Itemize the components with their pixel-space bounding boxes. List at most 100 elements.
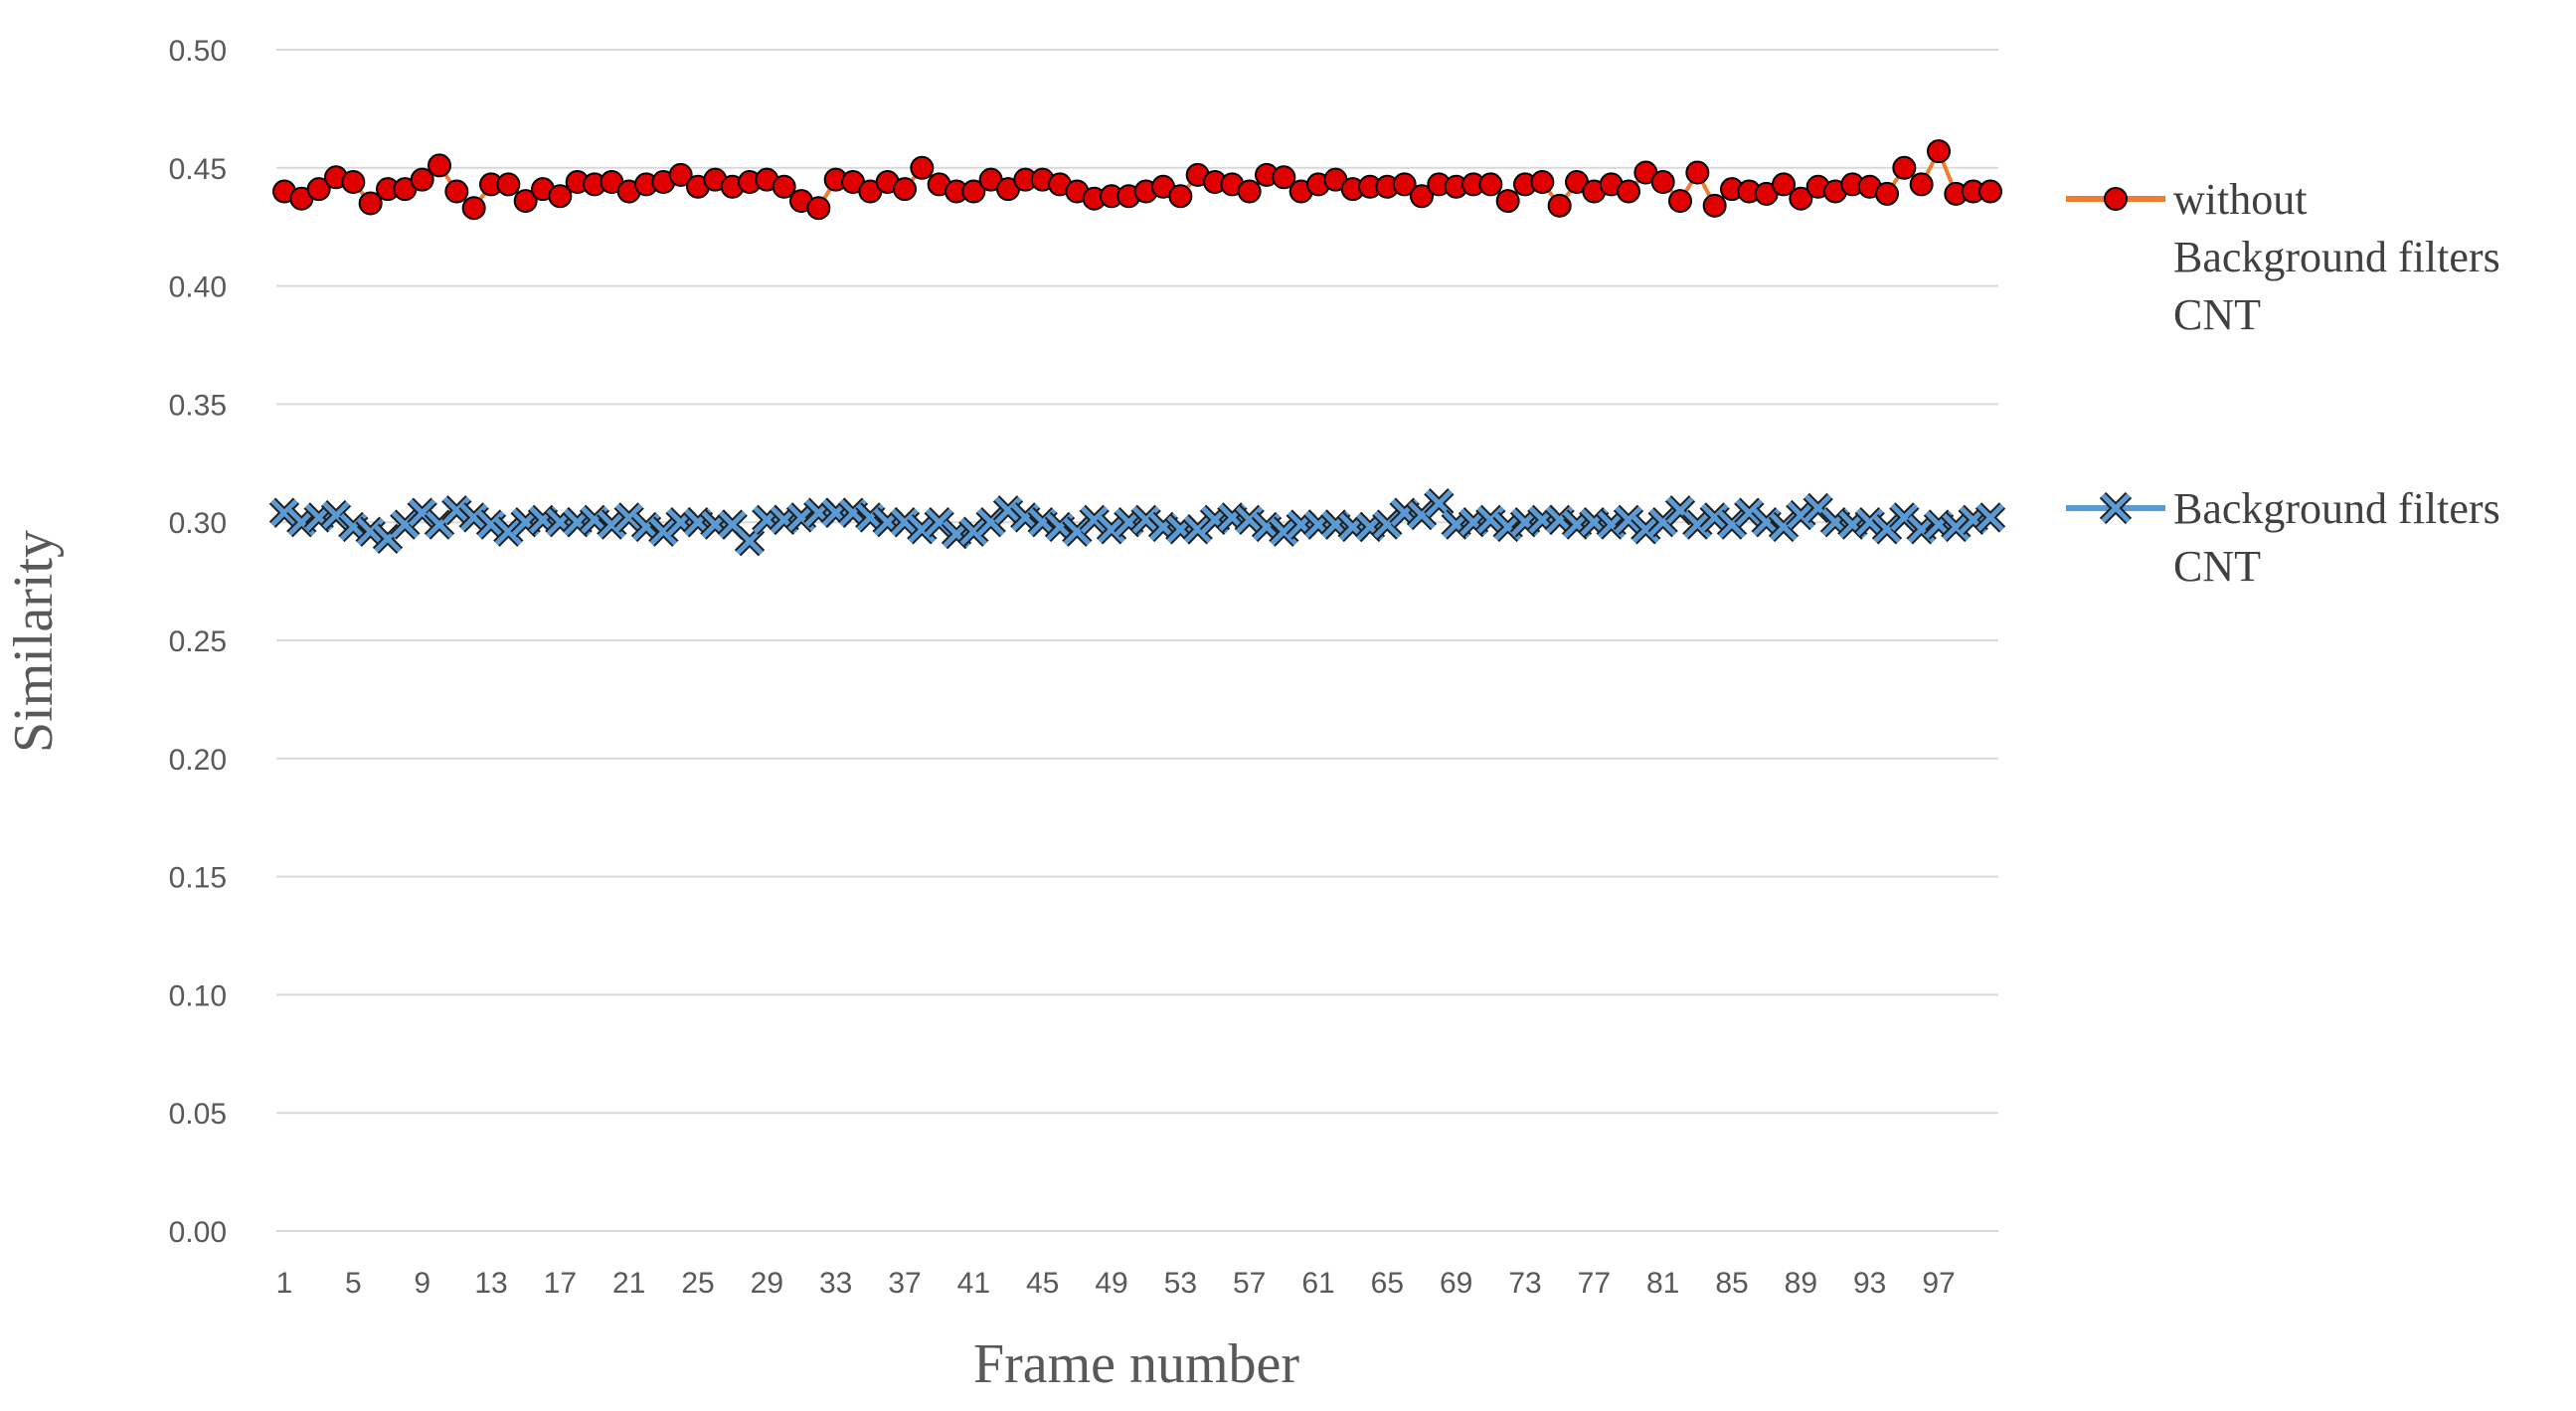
x-axis-title: Frame number <box>973 1333 1299 1395</box>
data-point-fill <box>1735 498 1764 527</box>
y-tick-label: 0.25 <box>169 625 227 658</box>
x-tick-label: 61 <box>1301 1267 1334 1300</box>
data-point <box>1875 181 1899 206</box>
data-point <box>1682 509 1713 540</box>
legend-entry: without Background filters CNT <box>2066 175 2500 339</box>
data-point-fill <box>614 503 643 532</box>
data-point-fill <box>1976 503 2004 532</box>
data-point-fill <box>1080 506 1109 534</box>
data-point <box>893 177 917 202</box>
data-point <box>1772 172 1796 197</box>
data-point <box>1272 165 1296 190</box>
data-point-fill <box>1615 506 1642 534</box>
x-tick-label: 85 <box>1715 1267 1748 1300</box>
data-point-fill <box>994 496 1022 525</box>
data-point <box>1478 172 1503 197</box>
data-point-fill <box>1787 501 1815 529</box>
data-point-fill <box>649 517 678 546</box>
data-point <box>1978 179 2002 204</box>
data-point <box>1530 170 1555 195</box>
legend-marker <box>2104 187 2128 211</box>
data-point <box>1392 172 1417 197</box>
data-point <box>1854 507 1885 538</box>
x-tick-label: 65 <box>1371 1267 1404 1300</box>
legend-label: CNT <box>2173 542 2261 591</box>
data-point <box>961 179 986 204</box>
data-point <box>1410 184 1434 209</box>
data-point <box>428 153 451 178</box>
series-2 <box>268 488 2006 557</box>
data-point <box>306 177 331 202</box>
x-tick-label: 77 <box>1578 1267 1611 1300</box>
y-tick-label: 0.10 <box>169 979 227 1012</box>
data-point <box>461 196 486 221</box>
x-tick-label: 29 <box>751 1267 783 1300</box>
data-point-fill <box>1855 508 1884 536</box>
series-layer <box>268 139 2006 557</box>
x-axis-ticks: 1 5 9 13 17 21 25 29 33 37 41 45 49 53 57 61 65 69 73 77 81 8… <box>276 1267 1956 1300</box>
x-tick-label: 33 <box>819 1267 852 1300</box>
data-point-fill <box>959 517 988 546</box>
data-point <box>806 196 831 221</box>
data-point <box>548 184 573 209</box>
data-point <box>458 502 489 533</box>
x-tick-label: 25 <box>681 1267 714 1300</box>
data-point <box>1927 139 1951 164</box>
legend-marker <box>2101 493 2131 523</box>
data-point <box>341 170 366 195</box>
data-point <box>910 155 935 180</box>
x-tick-label: 13 <box>474 1267 507 1300</box>
data-point <box>1234 504 1265 536</box>
data-point <box>772 174 796 199</box>
x-tick-label: 45 <box>1026 1267 1059 1300</box>
data-point <box>1168 184 1193 209</box>
x-tick-label: 9 <box>414 1267 430 1300</box>
legend-label: CNT <box>2173 290 2261 339</box>
y-tick-label: 0.50 <box>169 35 227 68</box>
data-point <box>1269 516 1299 547</box>
data-point <box>1941 511 1972 543</box>
y-tick-label: 0.05 <box>169 1098 227 1131</box>
data-point <box>1734 497 1765 528</box>
data-point <box>1130 504 1161 536</box>
y-tick-label: 0.00 <box>169 1216 227 1249</box>
data-point <box>597 509 627 540</box>
data-point <box>496 172 521 197</box>
data-point <box>613 502 644 533</box>
data-point <box>1975 502 2006 533</box>
data-point <box>475 509 507 540</box>
x-tick-label: 41 <box>957 1267 990 1300</box>
data-point-fill <box>459 503 488 532</box>
data-point-fill <box>1235 506 1264 534</box>
data-point-fill <box>1270 517 1298 546</box>
x-tick-label: 89 <box>1785 1267 1817 1300</box>
data-point <box>1699 502 1730 533</box>
y-axis-ticks: 0.00 0.05 0.10 0.15 0.20 0.25 0.30 0.35 0.40 0.45… <box>169 35 227 1249</box>
data-point <box>1182 514 1213 545</box>
data-point-fill <box>1183 515 1212 544</box>
data-point <box>907 514 938 545</box>
x-tick-label: 1 <box>276 1267 293 1300</box>
x-tick-label: 97 <box>1922 1267 1955 1300</box>
data-point-fill <box>442 496 471 525</box>
data-point <box>1786 499 1816 531</box>
data-point <box>958 516 989 547</box>
data-point-fill <box>1476 506 1505 534</box>
data-point <box>410 167 434 192</box>
legend-label: Background filters <box>2173 233 2500 281</box>
data-point-fill <box>270 498 298 527</box>
data-point <box>1685 160 1710 185</box>
data-point <box>1495 189 1520 214</box>
data-point <box>1668 189 1692 214</box>
data-point <box>1617 179 1640 204</box>
data-point <box>1096 514 1127 545</box>
data-point <box>668 162 693 187</box>
x-tick-label: 69 <box>1440 1267 1472 1300</box>
legend-label: without <box>2173 175 2307 224</box>
legend-entry: Background filters CNT <box>2066 484 2500 591</box>
data-point <box>358 191 383 216</box>
data-point-fill <box>1098 515 1125 544</box>
x-tick-label: 73 <box>1508 1267 1541 1300</box>
data-point-fill <box>1683 510 1712 539</box>
